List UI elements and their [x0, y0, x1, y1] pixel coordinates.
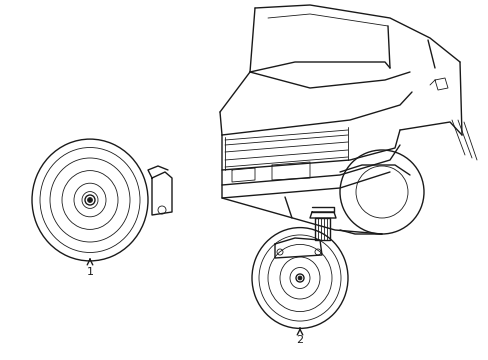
- Text: 2: 2: [296, 335, 303, 345]
- Text: 1: 1: [86, 267, 93, 277]
- Circle shape: [297, 276, 302, 280]
- Circle shape: [295, 274, 304, 282]
- Circle shape: [85, 195, 95, 205]
- Circle shape: [87, 198, 92, 202]
